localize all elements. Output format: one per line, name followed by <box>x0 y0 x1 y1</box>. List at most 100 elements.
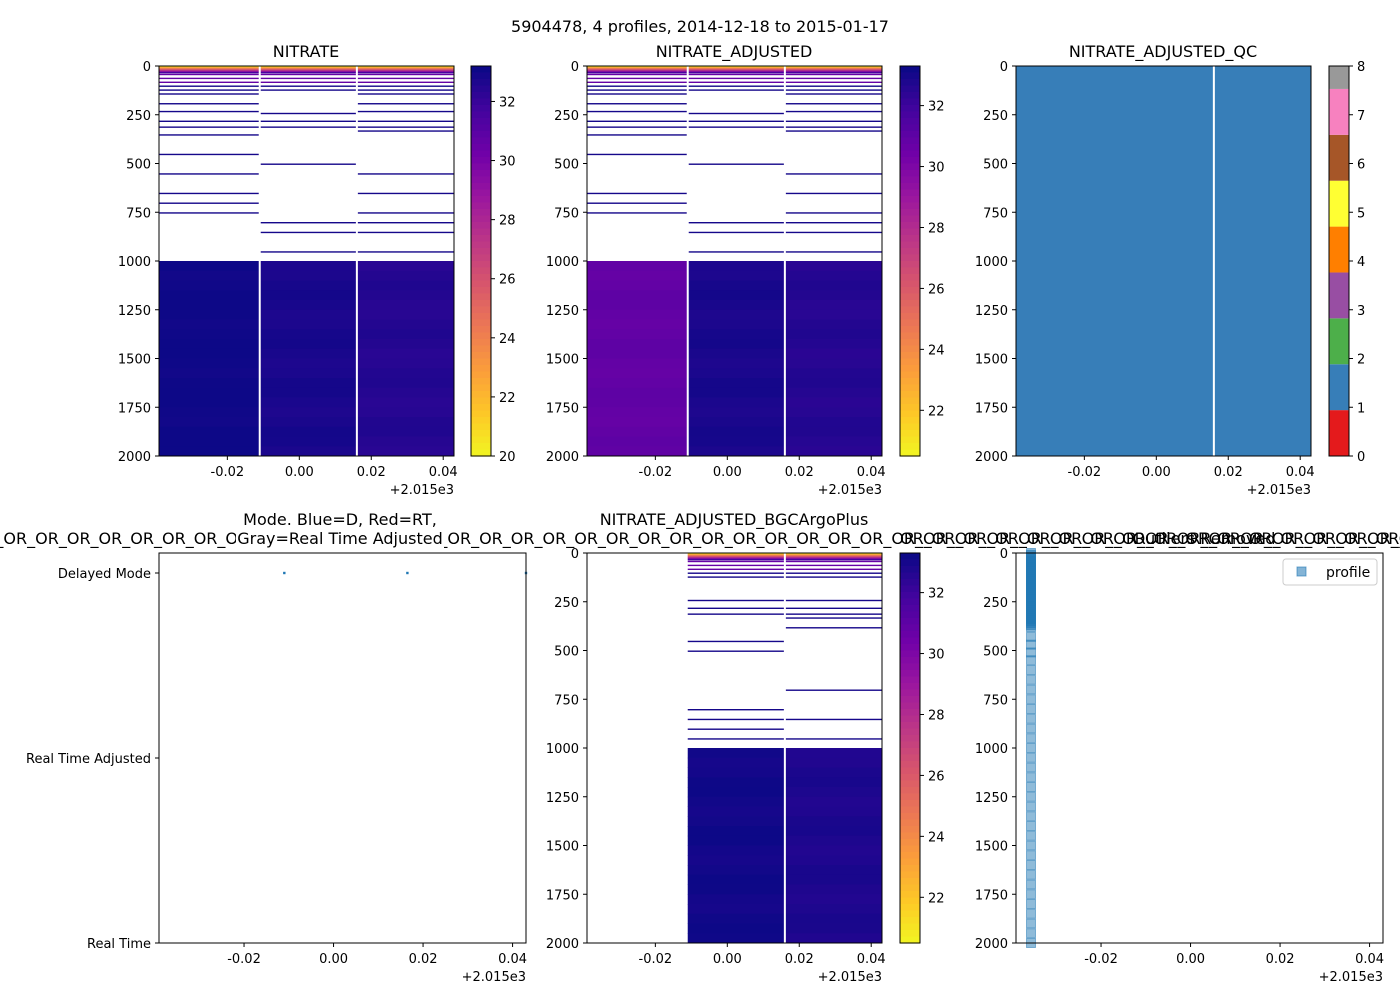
heatmap-cell <box>587 339 688 350</box>
qc-colorbar-segment <box>1329 318 1349 365</box>
heatmap-cell <box>159 70 260 73</box>
colorbar-segment <box>900 572 920 580</box>
heatmap-line <box>784 599 882 602</box>
colorbar-segment <box>900 787 920 795</box>
x-tick-label: 0.04 <box>1286 465 1315 480</box>
heatmap-cell <box>784 923 882 934</box>
heatmap-cell <box>587 71 688 74</box>
heatmap-cell <box>159 280 260 291</box>
heatmap-line <box>784 231 882 234</box>
y-tick-label: 1250 <box>546 304 579 319</box>
colorbar-segment <box>471 79 491 87</box>
colorbar-segment <box>471 137 491 145</box>
heatmap-cell <box>587 68 688 70</box>
colorbar-tick-label: 4 <box>1357 255 1365 270</box>
outliers-overlap-title: OR_OR_OR_OR_OR_OR_OR_OR_OR_OR_OR_OR_OR_O… <box>900 529 1400 549</box>
heatmap-cell <box>159 436 260 447</box>
heatmap-cell <box>159 417 260 428</box>
heatmap-line <box>587 73 688 76</box>
heatmap-cell <box>159 66 260 68</box>
heatmap-cell <box>159 378 260 389</box>
y-tick-label: 250 <box>126 109 151 124</box>
heatmap-cell <box>159 270 260 281</box>
heatmap-cell <box>356 69 454 72</box>
heatmap-cell <box>784 865 882 876</box>
heatmap-cell <box>784 933 882 944</box>
colorbar-segment <box>900 897 920 905</box>
colorbar-segment <box>900 183 920 191</box>
colorbar-segment <box>471 92 491 100</box>
colorbar-segment <box>900 683 920 691</box>
heatmap-cell <box>687 796 785 807</box>
heatmap-line <box>784 689 882 691</box>
colorbar-segment <box>900 79 920 87</box>
colorbar-segment <box>900 741 920 749</box>
heatmap-cell <box>687 806 785 817</box>
panel-qc-title: NITRATE_ADJUSTED_QC <box>1069 42 1257 62</box>
heatmap-line <box>587 120 688 122</box>
colorbar-segment <box>900 430 920 438</box>
colorbar-segment <box>471 222 491 230</box>
heatmap-cell <box>259 436 357 447</box>
heatmap-cell <box>587 397 688 408</box>
heatmap-cell <box>687 300 785 311</box>
nitrate-heatmap <box>159 66 454 457</box>
y-tick-label: Delayed Mode <box>58 567 151 582</box>
heatmap-cell <box>687 845 785 856</box>
colorbar-segment <box>900 884 920 892</box>
heatmap-cell <box>356 300 454 311</box>
colorbar-segment <box>900 118 920 126</box>
colorbar-segment <box>900 358 920 366</box>
heatmap-cell <box>687 816 785 827</box>
heatmap-cell <box>687 319 785 330</box>
heatmap-cell <box>259 70 357 73</box>
heatmap-cell <box>356 446 454 457</box>
heatmap-cell <box>587 426 688 437</box>
heatmap-line <box>687 613 785 615</box>
heatmap-line <box>687 572 785 574</box>
y-tick-label: 1500 <box>546 840 579 855</box>
colorbar-tick-label: 26 <box>928 282 945 297</box>
colorbar-segment <box>900 105 920 113</box>
qc-heatmap <box>1016 66 1311 456</box>
heatmap-line <box>356 120 454 122</box>
heatmap-line <box>356 126 454 128</box>
colorbar-segment <box>900 559 920 567</box>
heatmap-cell <box>159 68 260 70</box>
colorbar-segment <box>900 624 920 632</box>
heatmap-cell <box>687 558 785 561</box>
heatmap-cell <box>159 319 260 330</box>
heatmap-cell <box>687 436 785 447</box>
heatmap-cell <box>587 319 688 330</box>
heatmap-line <box>159 212 260 214</box>
heatmap-line <box>356 73 454 76</box>
colorbar-segment <box>471 241 491 249</box>
colorbar-segment <box>471 170 491 178</box>
outlier-point <box>1026 791 1036 802</box>
heatmap-line <box>159 89 260 91</box>
y-tick-label: 500 <box>983 645 1008 660</box>
heatmap-line <box>784 560 882 563</box>
colorbar-segment <box>900 228 920 236</box>
colorbar-segment <box>900 735 920 743</box>
colorbar-segment <box>471 313 491 321</box>
panel-nitrate-adjusted: NITRATE_ADJUSTED 0 250 500 750 1000 1250 1500 1… <box>546 42 945 498</box>
colorbar-segment <box>471 358 491 366</box>
colorbar-segment <box>900 891 920 899</box>
heatmap-cell <box>784 787 882 798</box>
colorbar-segment <box>900 371 920 379</box>
x-tick-label: 0.00 <box>713 952 742 967</box>
heatmap-cell <box>356 261 454 272</box>
heatmap-line <box>784 568 882 570</box>
heatmap-line <box>587 81 688 83</box>
colorbar-segment <box>900 404 920 412</box>
heatmap-cell <box>784 913 882 924</box>
heatmap-cell <box>259 309 357 320</box>
heatmap-line <box>687 163 785 165</box>
heatmap-cell <box>687 68 785 70</box>
colorbar-segment <box>471 202 491 210</box>
heatmap-line <box>687 73 785 76</box>
heatmap-line <box>356 212 454 214</box>
y-tick-label: 1000 <box>546 255 579 270</box>
colorbar-segment <box>900 553 920 561</box>
